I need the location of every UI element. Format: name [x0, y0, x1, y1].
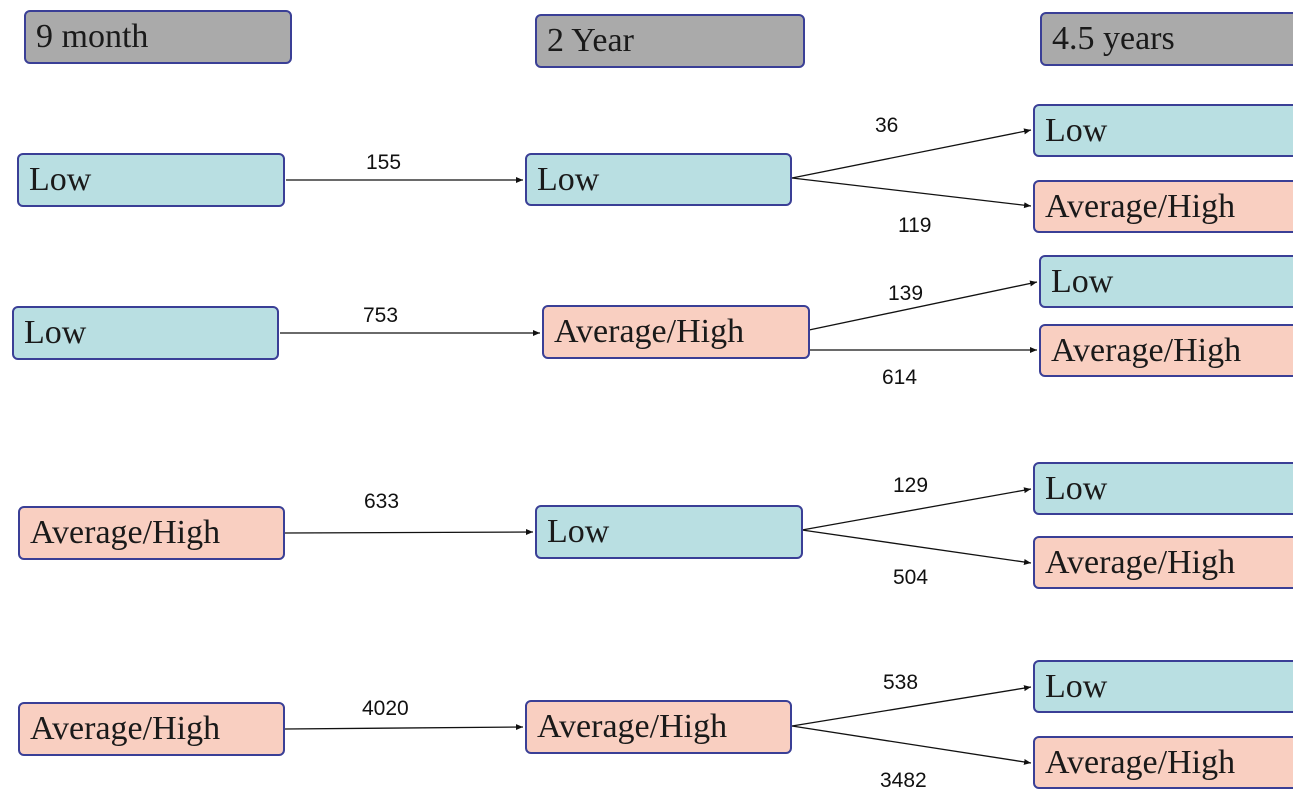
node-r4-9m-avg: Average/High	[18, 702, 285, 756]
node-r1-45-avg: Average/High	[1033, 180, 1293, 233]
node-r4-45-avg: Average/High	[1033, 736, 1293, 789]
edge-label-r4-9m-2y: 4020	[362, 697, 409, 720]
edge-r2-2y-low	[808, 280, 1038, 331]
node-r1-45-low: Low	[1033, 104, 1293, 157]
node-r2-2y-avg: Average/High	[542, 305, 810, 359]
node-r1-9m-low: Low	[17, 153, 285, 207]
node-r2-9m-low: Low	[12, 306, 279, 360]
node-r2-45-low: Low	[1039, 255, 1293, 308]
header-2-year: 2 Year	[535, 14, 805, 68]
edge-label-r2-2y-low: 139	[888, 282, 923, 305]
edge-label-r3-2y-low: 129	[893, 474, 928, 497]
edge-label-r2-9m-2y: 753	[363, 304, 398, 327]
edge-label-r4-2y-low: 538	[883, 671, 918, 694]
edge-r1-2y-avg	[791, 177, 1032, 209]
node-r3-2y-low: Low	[535, 505, 803, 559]
edge-label-r3-9m-2y: 633	[364, 490, 399, 513]
edge-label-r1-9m-2y: 155	[366, 151, 401, 174]
node-r3-9m-avg: Average/High	[18, 506, 285, 560]
node-r3-45-avg: Average/High	[1033, 536, 1293, 589]
edge-r4-2y-avg	[791, 725, 1032, 765]
node-r3-45-low: Low	[1033, 462, 1293, 515]
edge-label-r1-2y-low: 36	[875, 114, 898, 137]
edge-label-r3-2y-avg: 504	[893, 566, 928, 589]
edge-r4-2y-low	[791, 685, 1032, 727]
edge-label-r1-2y-avg: 119	[898, 214, 931, 237]
edge-r3-2y-low	[801, 487, 1032, 531]
edge-r3-9m-2y	[284, 529, 534, 536]
edge-label-r2-2y-avg: 614	[882, 366, 917, 389]
edge-label-r4-2y-avg: 3482	[880, 769, 927, 792]
header-4-5-years: 4.5 years	[1040, 12, 1293, 66]
node-r1-2y-low: Low	[525, 153, 792, 206]
edge-r1-2y-low	[791, 128, 1032, 179]
edge-r4-9m-2y	[284, 724, 524, 731]
edge-r3-2y-avg	[801, 529, 1032, 565]
node-r4-2y-avg: Average/High	[525, 700, 792, 754]
node-r4-45-low: Low	[1033, 660, 1293, 713]
header-9-month: 9 month	[24, 10, 292, 64]
node-r2-45-avg: Average/High	[1039, 324, 1293, 377]
